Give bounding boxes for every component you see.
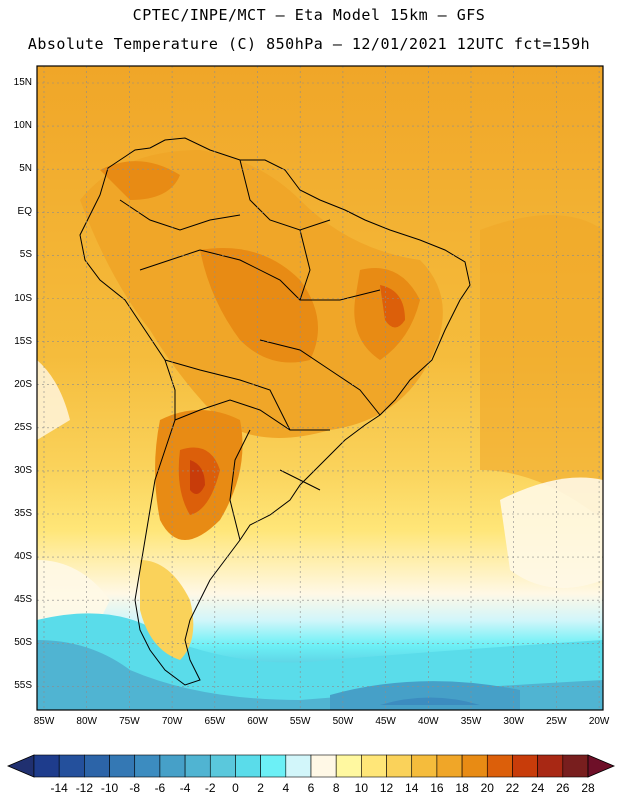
colorbar-label: 20 (480, 781, 494, 795)
lon-label: 80W (76, 716, 97, 727)
colorbar-label: 2 (257, 781, 264, 795)
colorbar-label: -6 (154, 781, 166, 795)
lat-label: 50S (14, 637, 32, 649)
lat-label: 30S (14, 464, 32, 476)
lat-label: 15N (13, 77, 32, 88)
lat-lon-grid (37, 66, 603, 710)
colorbar-label: -14 (50, 781, 68, 795)
lon-label: 20W (588, 716, 610, 727)
lat-label: 35S (14, 508, 32, 519)
lat-label: 5N (19, 163, 32, 175)
colorbar-max-arrow (587, 754, 616, 778)
colorbar-swatch (461, 754, 488, 778)
colorbar-swatch (184, 754, 211, 778)
lat-label: 45S (14, 594, 32, 606)
lon-label: 45W (375, 716, 396, 727)
lat-label: 25S (14, 421, 32, 433)
lon-label: 75W (119, 716, 140, 727)
colorbar-swatch (33, 754, 60, 778)
colorbar-swatch (411, 754, 438, 778)
lat-label: 5S (19, 249, 32, 261)
colorbar-swatch (310, 754, 337, 778)
lat-label: 40S (14, 551, 32, 563)
lon-label: 70W (161, 716, 183, 727)
colorbar-label: 26 (556, 781, 570, 795)
colorbar-swatch (486, 754, 513, 778)
colorbar-label: 6 (307, 781, 315, 795)
colorbar-label: 8 (332, 781, 340, 795)
lon-label: 30W (503, 716, 524, 727)
colorbar-min-arrow (6, 754, 35, 778)
lon-label: 55W (289, 716, 311, 727)
lon-label: 40W (418, 716, 439, 727)
colorbar (6, 754, 616, 778)
lon-label: 25W (546, 716, 567, 727)
colorbar-label: 18 (455, 781, 469, 795)
colorbar-label: -4 (179, 781, 191, 795)
colorbar-swatch (260, 754, 287, 778)
colorbar-label: 24 (530, 781, 545, 795)
temperature-field (37, 66, 603, 710)
map-frame (36, 65, 604, 711)
lat-label: 20S (14, 378, 32, 390)
lat-label: 10N (13, 120, 32, 132)
colorbar-swatch (134, 754, 161, 778)
colorbar-label: 16 (430, 781, 444, 795)
colorbar-swatch (512, 754, 538, 778)
colorbar-swatch (436, 754, 463, 778)
colorbar-label: 4 (282, 781, 290, 795)
colorbar-swatch (562, 754, 589, 778)
lon-label: 35W (460, 716, 482, 727)
lon-label: 85W (33, 716, 55, 727)
colorbar-swatch (159, 754, 186, 778)
colorbar-swatch (285, 754, 312, 778)
colorbar-swatch (235, 754, 261, 778)
coastline (79, 137, 471, 686)
map-subtitle: Absolute Temperature (C) 850hPa – 12/01/… (27, 35, 591, 53)
colorbar-label: 14 (405, 781, 419, 795)
colorbar-swatch (58, 754, 85, 778)
lon-label: 60W (247, 716, 268, 727)
colorbar-swatch (109, 754, 136, 778)
colorbar-swatch (361, 754, 387, 778)
colorbar-label: -10 (100, 781, 119, 795)
lon-label: 50W (332, 716, 354, 727)
lat-label: EQ (17, 206, 32, 218)
colorbar-label: 12 (379, 781, 394, 795)
colorbar-label: -12 (75, 781, 94, 795)
colorbar-swatch (386, 754, 413, 778)
colorbar-swatch (209, 754, 236, 778)
colorbar-swatch (84, 754, 110, 778)
colorbar-label: 10 (354, 781, 369, 795)
lat-label: 15S (14, 335, 32, 347)
colorbar-swatch (335, 754, 362, 778)
colorbar-label: -8 (129, 781, 141, 795)
lat-label: 55S (14, 680, 32, 692)
colorbar-swatch (537, 754, 564, 778)
colorbar-label: -2 (204, 781, 216, 795)
colorbar-label: 0 (232, 781, 239, 795)
colorbar-label: 22 (505, 781, 520, 795)
lat-label: 10S (14, 292, 32, 304)
lon-label: 65W (204, 716, 226, 727)
colorbar-label: 28 (581, 781, 595, 795)
map-title: CPTEC/INPE/MCT – Eta Model 15km – GFS (132, 6, 486, 24)
